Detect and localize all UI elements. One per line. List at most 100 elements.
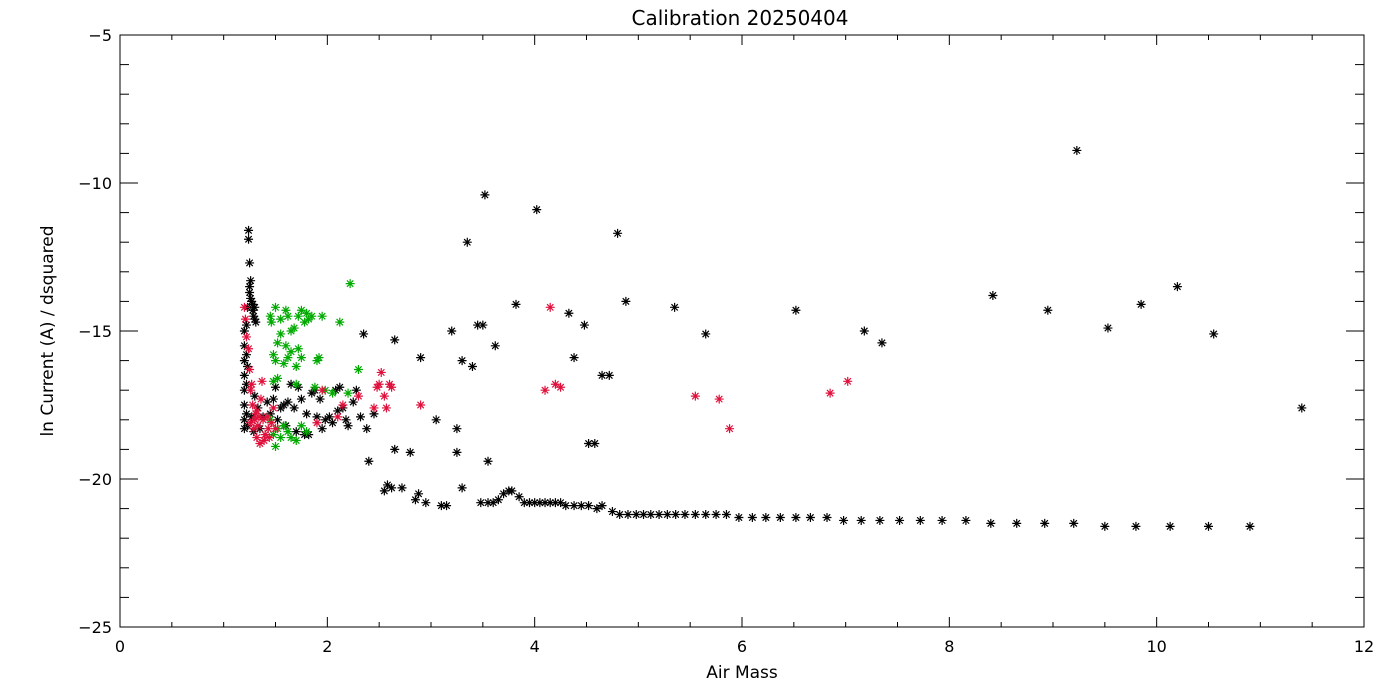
- data-point: [343, 421, 353, 431]
- data-point: [690, 391, 700, 401]
- data-point: [483, 456, 493, 466]
- data-point: [564, 308, 574, 318]
- data-point: [369, 409, 379, 419]
- data-point: [302, 427, 312, 437]
- data-point: [312, 418, 322, 428]
- data-point: [374, 379, 384, 389]
- data-point: [607, 507, 617, 517]
- data-point: [335, 317, 345, 327]
- data-point: [276, 314, 286, 324]
- data-point: [843, 376, 853, 386]
- data-point: [937, 515, 947, 525]
- data-point: [243, 362, 253, 372]
- data-point: [302, 308, 312, 318]
- axis-ticks: [119, 34, 1365, 628]
- data-point: [296, 305, 306, 315]
- data-point: [747, 512, 757, 522]
- axis-tick-labels: 0 2 4 6 8 10 12 −25 −20 −15 −10 −5: [78, 26, 1374, 656]
- x-tick-label: 8: [944, 637, 954, 656]
- data-point: [556, 498, 566, 508]
- data-point: [241, 409, 251, 419]
- data-point: [822, 512, 832, 522]
- y-tick-label: −5: [88, 26, 112, 45]
- data-point: [775, 512, 785, 522]
- data-point: [271, 302, 280, 312]
- data-point: [310, 382, 320, 392]
- data-point: [245, 288, 255, 298]
- data-point: [293, 311, 303, 321]
- data-point: [416, 400, 426, 410]
- data-point: [262, 412, 272, 422]
- data-point: [249, 424, 259, 434]
- data-point: [246, 276, 256, 286]
- data-point: [540, 498, 550, 508]
- data-point: [300, 317, 310, 327]
- data-point: [252, 433, 262, 443]
- data-point: [257, 376, 267, 386]
- data-point: [248, 299, 258, 309]
- data-point: [239, 302, 249, 312]
- data-point: [452, 447, 462, 457]
- data-point: [569, 353, 579, 363]
- data-point: [245, 282, 255, 292]
- data-point: [540, 385, 550, 395]
- data-point: [296, 394, 306, 404]
- data-point: [590, 438, 600, 448]
- data-point: [268, 403, 278, 413]
- data-point: [239, 326, 249, 336]
- data-point: [291, 427, 301, 437]
- data-point: [359, 329, 369, 339]
- x-tick-label: 2: [322, 637, 332, 656]
- data-point: [241, 379, 251, 389]
- data-point: [447, 326, 457, 336]
- data-point: [1072, 145, 1082, 155]
- data-point: [791, 512, 801, 522]
- data-point: [690, 510, 700, 520]
- data-point: [320, 415, 330, 425]
- data-point: [281, 341, 291, 351]
- chart-title: Calibration 20250404: [632, 6, 849, 30]
- data-point: [597, 501, 607, 511]
- data-point: [246, 418, 256, 428]
- data-point: [239, 370, 249, 380]
- data-point: [397, 483, 407, 493]
- data-point: [476, 498, 486, 508]
- data-point: [524, 498, 534, 508]
- data-point: [390, 335, 400, 345]
- data-point: [283, 311, 293, 321]
- data-point: [249, 311, 259, 321]
- data-point: [805, 512, 815, 522]
- data-point: [530, 498, 540, 508]
- data-point: [296, 421, 306, 431]
- data-point: [604, 370, 614, 380]
- data-point: [1100, 521, 1110, 531]
- data-point: [264, 433, 274, 443]
- data-point: [519, 498, 529, 508]
- data-point: [255, 424, 265, 434]
- data-point: [556, 382, 566, 392]
- data-point: [859, 326, 869, 336]
- data-point: [271, 424, 280, 434]
- data-point: [353, 391, 363, 401]
- data-point: [315, 394, 325, 404]
- data-point: [248, 400, 258, 410]
- data-point: [254, 412, 264, 422]
- data-point: [317, 424, 327, 434]
- data-point: [646, 510, 656, 520]
- data-point: [442, 501, 452, 511]
- data-point: [312, 412, 322, 422]
- data-point: [293, 344, 303, 354]
- data-point: [1136, 299, 1146, 309]
- data-point: [701, 329, 711, 339]
- data-point: [250, 415, 260, 425]
- data-point: [421, 498, 431, 508]
- data-point: [462, 237, 472, 247]
- data-point: [721, 510, 731, 520]
- data-point: [381, 403, 391, 413]
- data-point: [246, 293, 256, 303]
- data-point: [258, 415, 268, 425]
- data-point: [251, 317, 261, 327]
- x-tick-label: 12: [1354, 637, 1374, 656]
- x-axis-title: Air Mass: [706, 663, 778, 683]
